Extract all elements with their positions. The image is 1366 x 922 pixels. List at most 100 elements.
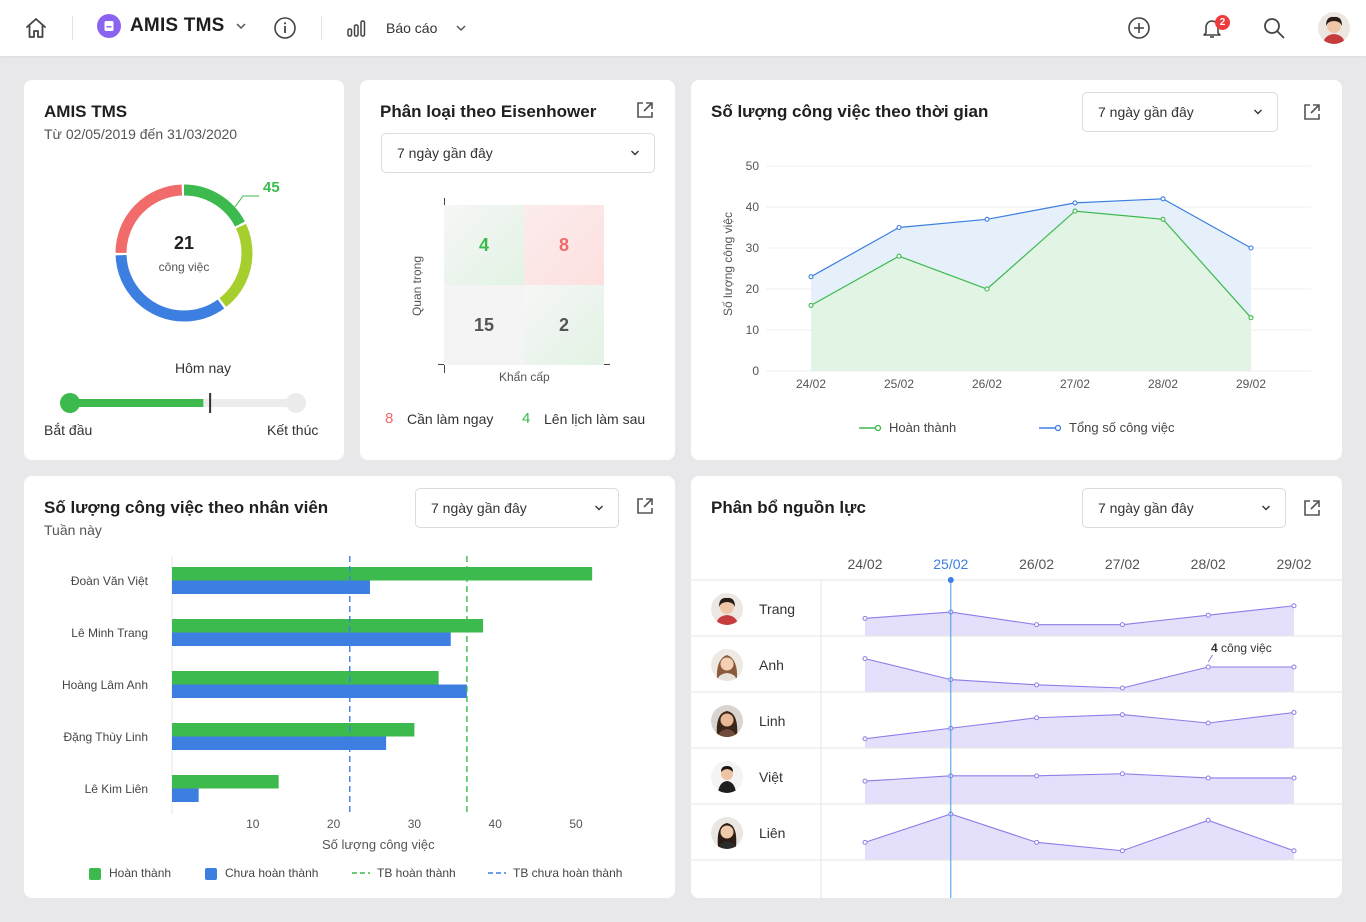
tooltip-value: 4 [1211, 641, 1218, 655]
quadrant-important-not-urgent[interactable]: 4 [444, 205, 524, 285]
app-name: AMIS TMS [130, 15, 225, 36]
resource-point [1291, 664, 1297, 670]
date-header: 29/02 [1276, 556, 1311, 572]
resource-point [1205, 664, 1211, 670]
report-label: Báo cáo [386, 20, 438, 36]
total-point [1072, 200, 1078, 206]
quadrant-not-important-not-urgent[interactable]: 15 [444, 285, 524, 365]
expand-icon[interactable] [635, 100, 655, 120]
done-point [1248, 315, 1254, 321]
legend-total-label: Tổng số công việc [1069, 420, 1175, 435]
x-tick-label: 26/02 [972, 377, 1002, 391]
time-chart-card: Số lượng công việc theo thời gian 7 ngày… [691, 80, 1342, 460]
time-chart-filter-select[interactable]: 7 ngày gần đây [1082, 92, 1278, 132]
search-icon[interactable] [1262, 16, 1286, 40]
user-avatar[interactable] [1318, 12, 1350, 44]
resource-card: Phân bổ nguồn lực 7 ngày gần đây 24/02 25… [691, 476, 1342, 898]
done-bar [172, 775, 279, 789]
legend-urgent-value: 8 [385, 410, 394, 427]
resource-point [1205, 817, 1211, 823]
add-icon[interactable] [1127, 16, 1151, 40]
legend-undone: Chưa hoàn thành [205, 866, 318, 880]
resource-person-name: Trang [759, 601, 796, 617]
avatar-anh [711, 649, 743, 681]
resource-point [1119, 622, 1125, 628]
bell-icon[interactable] [1200, 16, 1224, 40]
undone-bar [172, 736, 387, 750]
undone-bar [172, 684, 467, 698]
total-point [808, 274, 814, 280]
staff-x-label: Số lượng công việc [322, 837, 435, 852]
resource-person-name: Liên [759, 825, 786, 841]
resource-point [1205, 775, 1211, 781]
donut-total: 21 [173, 233, 195, 253]
expand-icon[interactable] [635, 496, 655, 516]
date-header: 24/02 [847, 556, 882, 572]
staff-chart-subtitle: Tuần này [44, 522, 102, 538]
time-y-label: Số lượng công việc [721, 212, 735, 316]
y-tick-label: 20 [746, 282, 760, 296]
done-bar [172, 567, 593, 581]
bar-chart-icon [347, 20, 366, 37]
resource-filter-select[interactable]: 7 ngày gần đây [1082, 488, 1286, 528]
info-icon[interactable] [273, 16, 297, 40]
legend-avg-done-label: TB hoàn thành [377, 866, 456, 880]
resource-point [862, 778, 868, 784]
legend-done-label: Hoàn thành [889, 420, 957, 435]
resource-point [1034, 773, 1040, 779]
today-label: Hôm nay [175, 360, 232, 376]
undone-bar [172, 632, 451, 646]
donut-callout-value: 45 [263, 179, 280, 196]
home-icon[interactable] [24, 16, 48, 40]
legend-dash-icon [488, 872, 506, 874]
donut-segment [115, 184, 253, 322]
expand-icon[interactable] [1302, 102, 1322, 122]
resource-point [1205, 720, 1211, 726]
eisenhower-title: Phân loại theo Eisenhower [380, 102, 597, 121]
quadrant-important-urgent[interactable]: 8 [524, 205, 604, 285]
report-menu[interactable]: Báo cáo [346, 16, 467, 40]
expand-icon[interactable] [1302, 498, 1322, 518]
legend-undone-swatch [205, 867, 217, 880]
staff-chart-filter-select[interactable]: 7 ngày gần đây [415, 488, 619, 528]
chevron-down-icon [631, 150, 639, 156]
resource-point [1034, 682, 1040, 688]
legend-dash-icon [352, 872, 370, 874]
done-area [811, 211, 1251, 371]
avatar-trang [711, 593, 743, 625]
resource-point [1034, 715, 1040, 721]
staff-chart-card: Số lượng công việc theo nhân viên Tuần n… [24, 476, 675, 898]
total-point [896, 224, 902, 231]
total-point [984, 216, 990, 222]
quadrant-not-important-urgent[interactable]: 2 [524, 285, 604, 365]
filter-value: 7 ngày gần đây [1098, 104, 1194, 120]
timeline-start-knob [60, 393, 80, 413]
timeline-progress [60, 393, 306, 413]
resource-point [1291, 710, 1297, 715]
legend-line-icon [1039, 424, 1062, 431]
date-header: 25/02 [933, 556, 968, 572]
resource-person-name: Linh [759, 713, 786, 729]
eisenhower-y-label: Quan trọng [410, 255, 424, 317]
resource-point [1119, 712, 1125, 718]
resource-person-name: Anh [759, 657, 784, 673]
done-point [984, 286, 990, 292]
eisenhower-x-label: Khẩn cấp [499, 370, 550, 384]
resource-point [1119, 771, 1125, 777]
chevron-down-icon [235, 23, 246, 30]
total-point [1248, 245, 1254, 251]
resource-area-chart: 24/02 25/02 26/02 27/02 28/02 29/02 [691, 556, 1342, 898]
eisenhower-card: Phân loại theo Eisenhower 7 ngày gần đây… [360, 80, 675, 460]
resource-point [1291, 775, 1297, 781]
date-header: 27/02 [1105, 556, 1140, 572]
x-tick-label: 24/02 [796, 377, 826, 391]
x-tick-label: 28/02 [1148, 377, 1178, 391]
app-switcher[interactable]: AMIS TMS [97, 14, 247, 38]
total-line [810, 198, 1252, 278]
donut-callout-line [234, 195, 259, 208]
eisenhower-filter-select[interactable]: 7 ngày gần đây [381, 133, 655, 173]
resource-area [865, 773, 1294, 804]
resource-point [862, 839, 868, 845]
category-label: Lê Kim Liên [85, 782, 148, 796]
legend-line-icon [859, 424, 882, 431]
